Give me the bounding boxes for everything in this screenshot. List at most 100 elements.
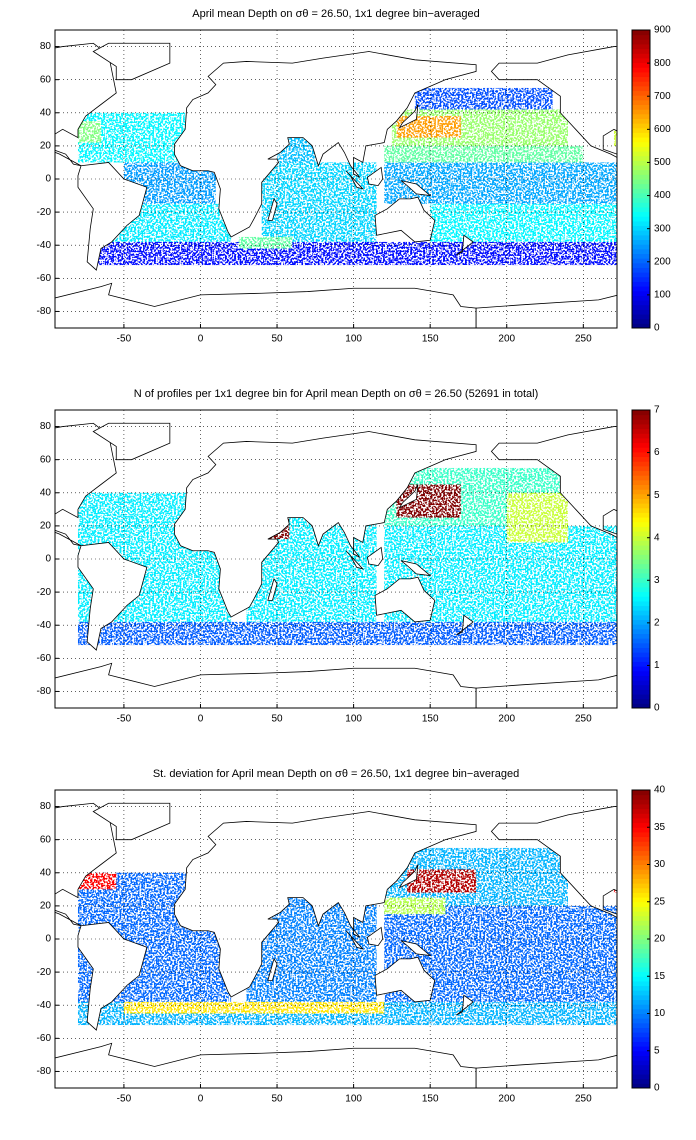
colorbar-stripe — [632, 831, 650, 838]
x-tick-label: 100 — [345, 334, 362, 345]
colorbar-stripe — [632, 689, 650, 695]
colorbar-stripe — [632, 1074, 650, 1080]
colorbar-stripe — [632, 642, 650, 648]
colorbar-stripe — [632, 850, 650, 856]
bin-region — [77, 872, 117, 890]
colorbar-tick-label: 10 — [654, 1008, 666, 1019]
colorbar-stripe — [632, 647, 650, 653]
coastline — [366, 546, 384, 567]
colorbar-stripe — [632, 680, 650, 686]
colorbar-stripe — [632, 999, 650, 1005]
colorbar-tick-label: 7 — [654, 405, 660, 416]
colorbar-stripe — [632, 1046, 650, 1052]
coastline — [645, 803, 696, 839]
bin-region — [407, 869, 477, 893]
coastline — [267, 957, 278, 981]
coastline — [475, 294, 617, 328]
colorbar-stripe — [632, 484, 650, 490]
y-tick-label: -40 — [37, 620, 52, 631]
colorbar-stripe — [632, 414, 650, 420]
colorbar-stripe — [632, 132, 650, 138]
colorbar-stripe — [632, 892, 650, 898]
colorbar-stripe — [632, 563, 650, 569]
colorbar-stripe — [632, 323, 650, 329]
colorbar-tick-label: 0 — [654, 1083, 660, 1094]
colorbar-stripe — [632, 410, 650, 416]
colorbar-tick-label: 6 — [654, 447, 660, 458]
coastline — [400, 940, 432, 957]
map-panel: April mean Depth on σθ = 26.50, 1x1 degr… — [37, 8, 672, 345]
colorbar-stripe — [632, 994, 650, 1001]
colorbar-stripe — [632, 419, 650, 425]
x-tick-label: 150 — [422, 334, 439, 345]
field — [77, 87, 617, 266]
colorbar-tick-label: 400 — [654, 190, 671, 201]
colorbar-stripe — [632, 206, 650, 213]
x-tick-label: 250 — [575, 1094, 592, 1105]
x-tick-label: -50 — [117, 1094, 132, 1105]
colorbar-stripe — [632, 990, 650, 996]
y-tick-label: 20 — [40, 521, 52, 532]
bin-region — [77, 121, 101, 143]
coastline — [55, 282, 477, 328]
colorbar-stripe — [632, 1004, 650, 1010]
colorbar-stripe — [632, 192, 650, 199]
colorbar-stripe — [632, 262, 650, 268]
colorbar-stripe — [632, 239, 650, 245]
colorbar-stripe — [632, 202, 650, 208]
bin-region — [414, 87, 553, 110]
coastline — [366, 166, 384, 187]
colorbar-stripe — [632, 684, 650, 690]
colorbar-stripe — [632, 1064, 650, 1070]
colorbar-stripe — [632, 869, 650, 875]
colorbar-stripe — [632, 554, 650, 560]
colorbar-stripe — [632, 512, 650, 518]
bin-region — [238, 236, 293, 249]
bin-region — [430, 203, 617, 242]
colorbar-stripe — [632, 897, 650, 903]
colorbar-frame — [631, 29, 651, 329]
x-tick-label: 50 — [271, 1094, 283, 1105]
colorbar-stripe — [632, 160, 650, 166]
colorbar-stripe — [632, 596, 650, 602]
colorbar-stripe — [632, 915, 650, 921]
bin-region — [384, 897, 446, 915]
coastline — [174, 811, 477, 998]
colorbar-stripe — [632, 1083, 650, 1089]
colorbar-stripe — [632, 906, 650, 912]
x-tick-label: 50 — [271, 714, 283, 725]
colorbar-tick-label: 4 — [654, 532, 660, 543]
colorbar-stripe — [632, 146, 650, 152]
colorbar-stripe — [632, 521, 650, 527]
colorbar-stripe — [632, 873, 650, 879]
colorbar-stripe — [632, 883, 650, 889]
coastline — [398, 864, 419, 889]
coastline — [366, 926, 384, 947]
colorbar-stripe — [632, 67, 650, 73]
colorbar-stripe — [632, 179, 650, 185]
colorbar-stripe — [632, 197, 650, 203]
colorbar-stripe — [632, 95, 650, 101]
colorbar-stripe — [632, 1032, 650, 1038]
colorbar-stripe — [632, 304, 650, 310]
colorbar-stripe — [632, 957, 650, 963]
x-tick-label: -50 — [117, 714, 132, 725]
colorbar-stripe — [632, 577, 650, 583]
colorbar-stripe — [632, 244, 650, 250]
coastline — [345, 930, 365, 950]
colorbar-stripe — [632, 169, 650, 175]
coastline — [345, 550, 365, 570]
colorbar-tick-label: 35 — [654, 822, 666, 833]
y-tick-label: -20 — [37, 587, 52, 598]
axes-frame — [54, 29, 618, 329]
coastline — [77, 922, 148, 1031]
colorbar-stripe — [632, 109, 650, 115]
colorbar-stripe — [632, 1018, 650, 1024]
colorbar-tick-label: 40 — [654, 785, 666, 796]
colorbar-stripe — [632, 794, 650, 800]
colorbar-stripe — [632, 859, 650, 865]
y-tick-label: 80 — [40, 421, 52, 432]
colorbar-tick-label: 25 — [654, 896, 666, 907]
colorbar-stripe — [632, 666, 650, 672]
colorbar-stripe — [632, 827, 650, 833]
